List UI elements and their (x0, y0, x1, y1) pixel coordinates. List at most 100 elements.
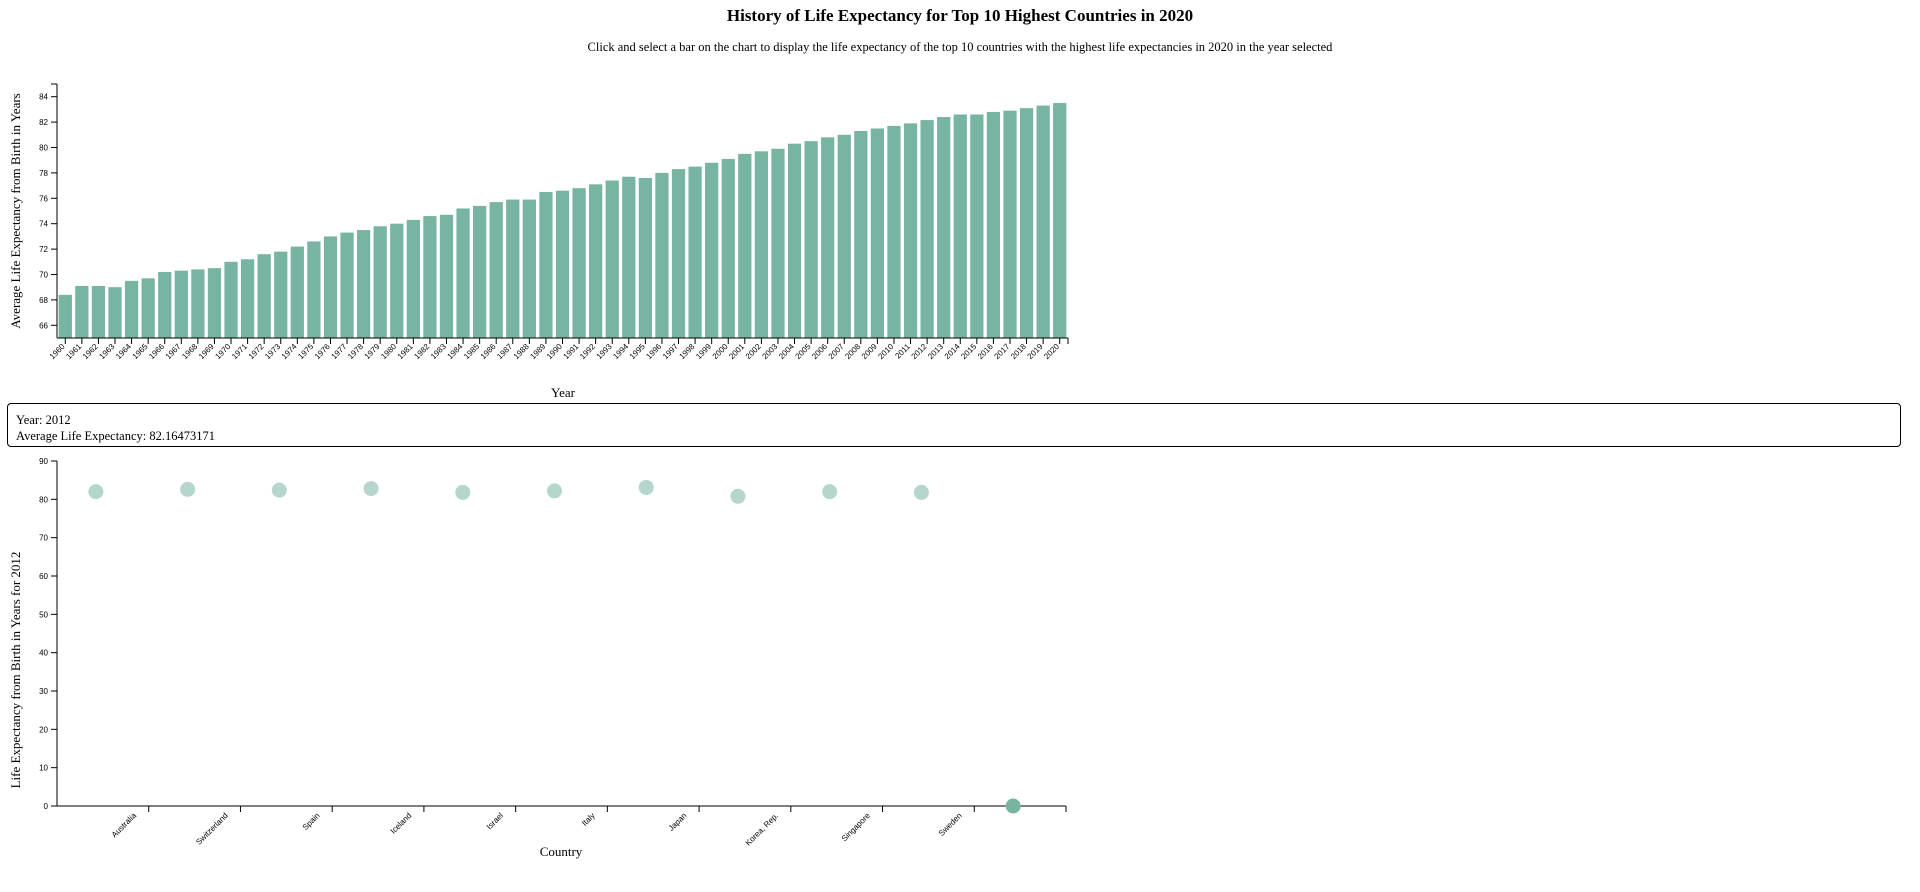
bar-x-tick-label: 1997 (661, 342, 680, 361)
bar-2014[interactable] (953, 114, 967, 338)
bar-2019[interactable] (1036, 105, 1050, 338)
bar-y-tick-label: 78 (39, 169, 48, 178)
bar-2000[interactable] (721, 158, 735, 338)
bar-1962[interactable] (91, 285, 106, 338)
bar-x-tick-label: 2008 (843, 342, 862, 361)
bar-2013[interactable] (937, 117, 951, 338)
bar-1987[interactable] (506, 199, 520, 338)
bar-y-tick-label: 72 (39, 245, 48, 254)
bar-1970[interactable] (224, 261, 238, 338)
bar-2001[interactable] (738, 153, 752, 338)
bar-1996[interactable] (655, 172, 669, 338)
bar-x-tick-label: 2003 (760, 342, 779, 361)
bar-1984[interactable] (456, 208, 470, 338)
bar-2011[interactable] (903, 123, 918, 338)
bar-1978[interactable] (356, 230, 371, 338)
scatter-x-tick-label: Sweden (937, 811, 964, 838)
scatter-point-Japan (638, 479, 654, 495)
bar-1977[interactable] (340, 232, 354, 338)
bar-2017[interactable] (1003, 110, 1017, 338)
bar-2004[interactable] (787, 143, 802, 338)
bar-1974[interactable] (290, 246, 304, 338)
bar-x-tick-label: 1968 (180, 342, 199, 361)
bar-x-tick-label: 2010 (876, 342, 895, 361)
bar-1992[interactable] (589, 184, 603, 338)
bar-1985[interactable] (473, 205, 487, 338)
bar-1999[interactable] (705, 162, 719, 338)
bar-1969[interactable] (207, 268, 222, 338)
scatter-y-tick-label: 20 (39, 725, 48, 734)
bar-x-tick-label: 1963 (97, 342, 116, 361)
scatter-x-tick-label: Switzerland (194, 811, 230, 847)
bar-1989[interactable] (539, 191, 553, 338)
bar-x-tick-label: 2020 (1042, 342, 1061, 361)
bar-2020[interactable] (1053, 103, 1067, 338)
bar-1967[interactable] (174, 270, 188, 338)
bar-2008[interactable] (854, 130, 868, 338)
bar-1968[interactable] (191, 269, 205, 338)
bar-1961[interactable] (75, 285, 89, 338)
bar-1997[interactable] (671, 169, 686, 338)
bar-2006[interactable] (821, 137, 835, 338)
bar-x-tick-label: 1975 (296, 342, 315, 361)
bar-2002[interactable] (754, 151, 769, 338)
bar-1973[interactable] (274, 251, 288, 338)
bar-2005[interactable] (804, 141, 818, 338)
bar-2015[interactable] (970, 114, 984, 338)
bar-1965[interactable] (141, 278, 155, 338)
bar-1975[interactable] (307, 241, 321, 338)
bar-x-tick-label: 1985 (462, 342, 481, 361)
bar-1994[interactable] (622, 176, 636, 338)
bar-1979[interactable] (373, 226, 387, 338)
bar-1960[interactable] (58, 294, 72, 338)
bar-1981[interactable] (406, 219, 420, 338)
bar-2007[interactable] (837, 134, 851, 338)
scatter-point-extra (1005, 798, 1021, 814)
scatter-point-Israel (455, 484, 471, 500)
bar-2012[interactable] (920, 120, 934, 338)
bar-x-tick-label: 2012 (910, 342, 929, 361)
bar-x-tick-label: 2011 (893, 342, 912, 361)
bar-y-tick-label: 84 (39, 93, 48, 102)
bar-1998[interactable] (688, 166, 702, 338)
bar-2010[interactable] (887, 125, 901, 338)
bar-x-tick-label: 1979 (363, 342, 382, 361)
bar-1993[interactable] (605, 180, 619, 338)
bar-1988[interactable] (522, 199, 536, 338)
bar-x-tick-label: 1970 (213, 342, 232, 361)
bar-1964[interactable] (124, 280, 139, 338)
scatter-x-tick-label: Japan (667, 811, 689, 833)
selected-average-label: Average Life Expectancy: 82.16473171 (16, 429, 215, 443)
bar-x-tick-label: 1989 (528, 342, 547, 361)
bar-1982[interactable] (423, 216, 437, 338)
bar-1972[interactable] (257, 254, 271, 338)
bar-1983[interactable] (439, 214, 454, 338)
bar-1963[interactable] (108, 287, 122, 338)
bar-2018[interactable] (1019, 108, 1034, 338)
bar-1991[interactable] (572, 188, 586, 338)
bar-1971[interactable] (240, 259, 255, 338)
bar-1995[interactable] (638, 177, 652, 338)
page-subtitle: Click and select a bar on the chart to d… (587, 40, 1333, 54)
scatter-y-tick-label: 60 (39, 572, 48, 581)
bar-x-tick-label: 1969 (197, 342, 216, 361)
bar-x-tick-label: 1964 (114, 342, 133, 361)
bar-x-axis-title: Year (551, 385, 576, 400)
bar-chart[interactable]: 66 68 70 72 74 76 78 80 82 84 19601961196219631964… (0, 78, 1080, 403)
selected-year-info-box: Year: 2012 Average Life Expectancy: 82.1… (7, 403, 1901, 447)
bar-1990[interactable] (555, 190, 570, 338)
bar-2016[interactable] (986, 111, 1001, 338)
bar-1986[interactable] (489, 202, 503, 338)
scatter-y-axis-title: Life Expectancy from Birth in Years for … (8, 552, 23, 789)
bar-1966[interactable] (158, 271, 172, 338)
bar-1980[interactable] (390, 223, 404, 338)
bar-x-tick-label: 1994 (611, 342, 630, 361)
bar-x-tick-label: 1966 (147, 342, 166, 361)
bar-x-tick-label: 2018 (1009, 342, 1028, 361)
bar-2003[interactable] (771, 148, 785, 338)
bar-1976[interactable] (323, 236, 338, 338)
scatter-point-Switzerland (180, 481, 196, 497)
bar-2009[interactable] (870, 128, 885, 338)
bar-x-tick-label: 1991 (562, 342, 581, 361)
